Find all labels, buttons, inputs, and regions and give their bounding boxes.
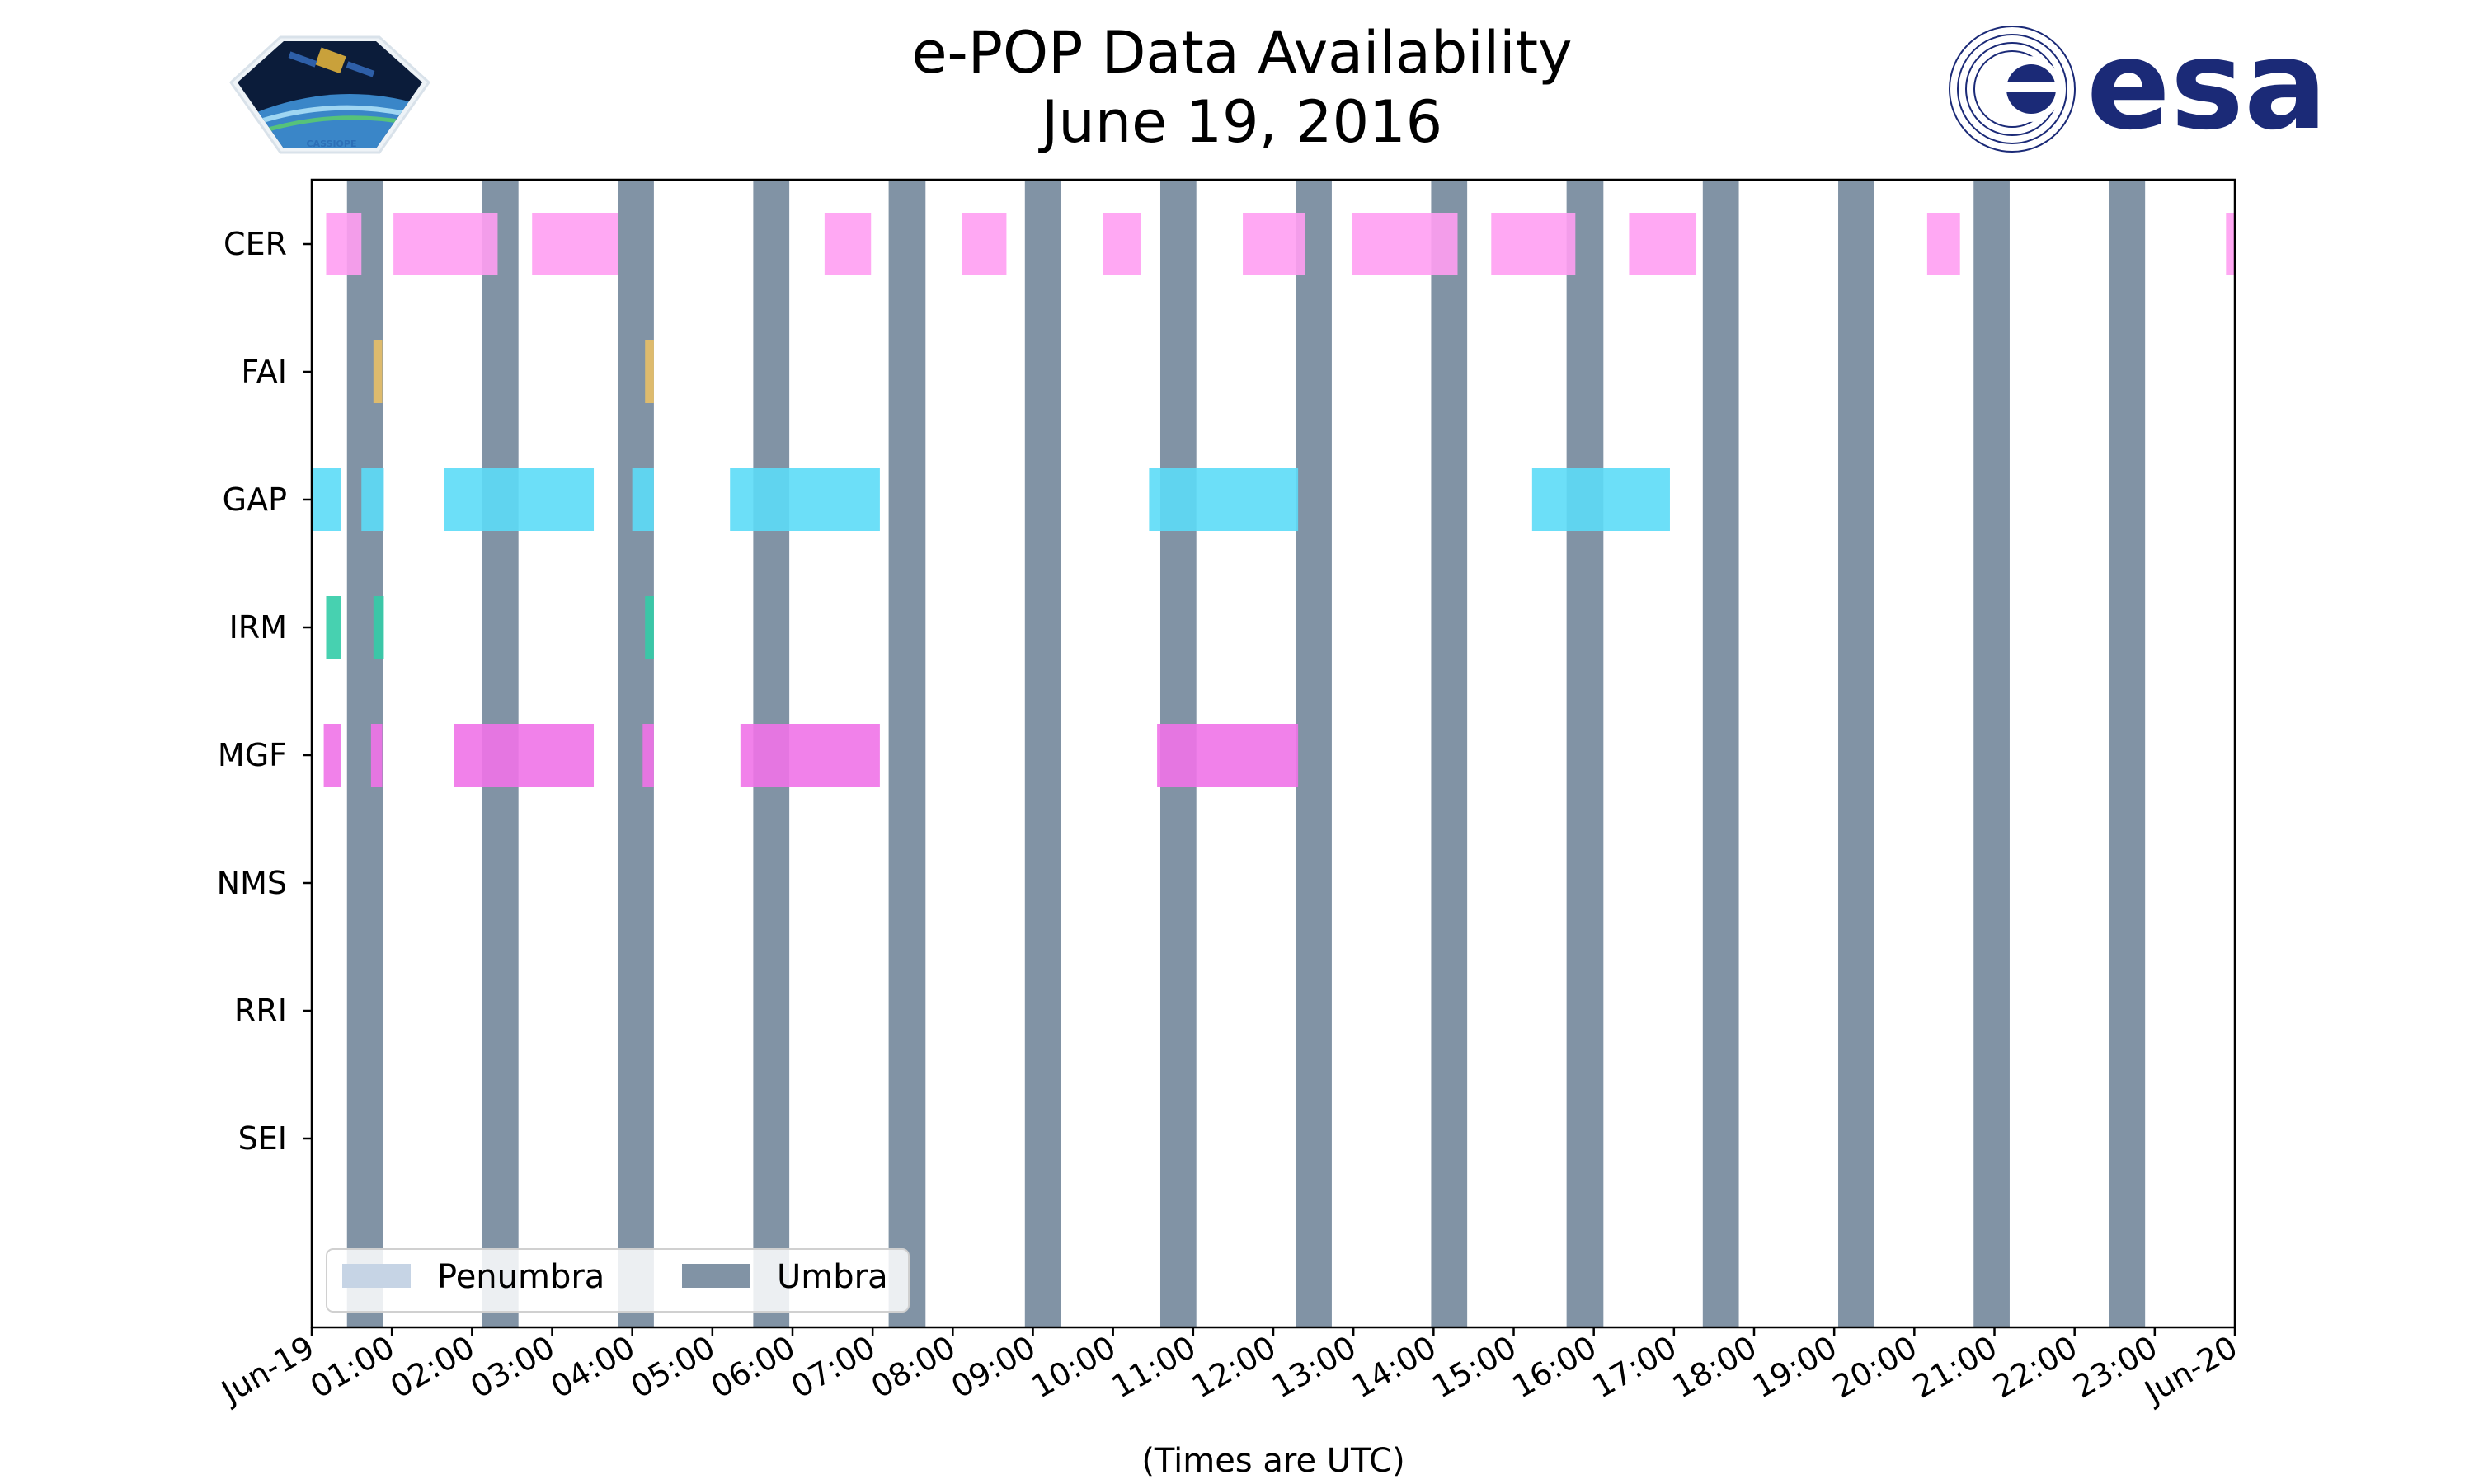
mgf-availability-bar — [323, 724, 341, 787]
x-tick-label: 10:00 — [1025, 1329, 1122, 1406]
umbra-band — [1431, 180, 1468, 1327]
esa-logo: esa — [1949, 14, 2327, 157]
x-axis-label: (Times are UTC) — [1141, 1442, 1404, 1480]
cer-availability-bar — [962, 213, 1007, 275]
irm-availability-bar — [373, 596, 384, 659]
legend-label-penumbra: Penumbra — [437, 1258, 604, 1296]
irm-availability-bar — [326, 596, 341, 659]
gap-availability-bar — [632, 468, 654, 531]
umbra-band — [2109, 180, 2146, 1327]
x-tick-label: 20:00 — [1827, 1329, 1923, 1406]
x-tick-label: 13:00 — [1266, 1329, 1362, 1406]
x-tick-label: 19:00 — [1747, 1329, 1843, 1406]
umbra-band — [1566, 180, 1604, 1327]
cer-availability-bar — [1926, 213, 1960, 275]
umbra-band — [1838, 180, 1874, 1327]
x-tick-label: 05:00 — [624, 1329, 721, 1406]
x-tick-label: 16:00 — [1506, 1329, 1602, 1406]
cer-availability-bar — [532, 213, 618, 275]
cer-availability-bar — [1629, 213, 1697, 275]
y-tick-label: NMS — [217, 865, 287, 901]
cer-availability-bar — [1243, 213, 1305, 275]
mgf-availability-bar — [642, 724, 654, 787]
mgf-availability-bar — [370, 724, 383, 787]
umbra-band — [1702, 180, 1739, 1327]
x-tick-label: Jun-20 — [2138, 1329, 2244, 1411]
cassiope-logo: CASSIOPE — [229, 35, 430, 154]
umbra-bands — [346, 180, 2146, 1327]
chart-subtitle: June 19, 2016 — [1038, 88, 1442, 156]
y-tick-label: CER — [223, 226, 287, 262]
fai-availability-bar — [645, 340, 654, 403]
x-tick-label: 15:00 — [1426, 1329, 1522, 1406]
cassiope-logo-text: CASSIOPE — [307, 139, 357, 149]
mgf-availability-bar — [454, 724, 595, 787]
x-tick-label: 06:00 — [705, 1329, 802, 1406]
x-tick-label: 17:00 — [1586, 1329, 1682, 1406]
x-tick-label: Jun-19 — [214, 1329, 321, 1411]
legend: Penumbra Umbra — [326, 1248, 910, 1313]
x-tick-label: 03:00 — [464, 1329, 561, 1406]
x-tick-label: 01:00 — [304, 1329, 401, 1406]
x-tick-label: 08:00 — [865, 1329, 962, 1406]
x-tick-label: 07:00 — [785, 1329, 882, 1406]
mgf-availability-bar — [740, 724, 880, 787]
gap-availability-bar — [730, 468, 880, 531]
y-tick-label: RRI — [234, 993, 287, 1029]
umbra-band — [888, 180, 926, 1327]
umbra-band — [1973, 180, 2010, 1327]
cer-availability-bar — [1103, 213, 1141, 275]
y-tick-label: GAP — [223, 481, 287, 518]
mgf-availability-bar — [1157, 724, 1299, 787]
x-axis: Jun-1901:0002:0003:0004:0005:0006:0007:0… — [214, 1327, 2244, 1411]
cer-availability-bar — [326, 213, 362, 275]
x-tick-label: 09:00 — [945, 1329, 1042, 1406]
y-tick-label: IRM — [229, 609, 287, 646]
chart-title: e-POP Data Availability — [911, 19, 1572, 87]
legend-swatch-penumbra — [342, 1264, 411, 1288]
legend-swatch-umbra — [682, 1264, 750, 1288]
irm-availability-bar — [645, 596, 654, 659]
gap-availability-bar — [1531, 468, 1670, 531]
cer-availability-bar — [1491, 213, 1576, 275]
y-tick-label: MGF — [218, 737, 287, 773]
x-tick-label: 22:00 — [1987, 1329, 2083, 1406]
legend-label-umbra: Umbra — [777, 1258, 888, 1296]
x-tick-label: 04:00 — [544, 1329, 641, 1406]
data-availability-bars — [312, 213, 2235, 787]
x-tick-label: 11:00 — [1105, 1329, 1202, 1406]
cer-availability-bar — [393, 213, 498, 275]
cer-availability-bar — [1352, 213, 1458, 275]
gap-availability-bar — [312, 468, 341, 531]
x-tick-label: 12:00 — [1186, 1329, 1282, 1406]
x-tick-label: 14:00 — [1346, 1329, 1442, 1406]
esa-logo-text: esa — [2086, 14, 2327, 157]
y-tick-label: SEI — [238, 1120, 287, 1157]
y-tick-label: FAI — [241, 354, 287, 390]
gap-availability-bar — [1149, 468, 1299, 531]
umbra-band — [1296, 180, 1332, 1327]
cer-availability-bar — [2226, 213, 2235, 275]
x-tick-label: 02:00 — [384, 1329, 481, 1406]
x-tick-label: 18:00 — [1667, 1329, 1763, 1406]
y-axis: CER FAI GAP IRM MGF NMS RRI SEI — [217, 226, 312, 1157]
legend-box — [326, 1248, 910, 1313]
umbra-band — [1024, 180, 1061, 1327]
cer-availability-bar — [824, 213, 872, 275]
gap-availability-bar — [361, 468, 384, 531]
fai-availability-bar — [373, 340, 383, 403]
x-tick-label: 21:00 — [1907, 1329, 2003, 1406]
gap-availability-bar — [444, 468, 595, 531]
